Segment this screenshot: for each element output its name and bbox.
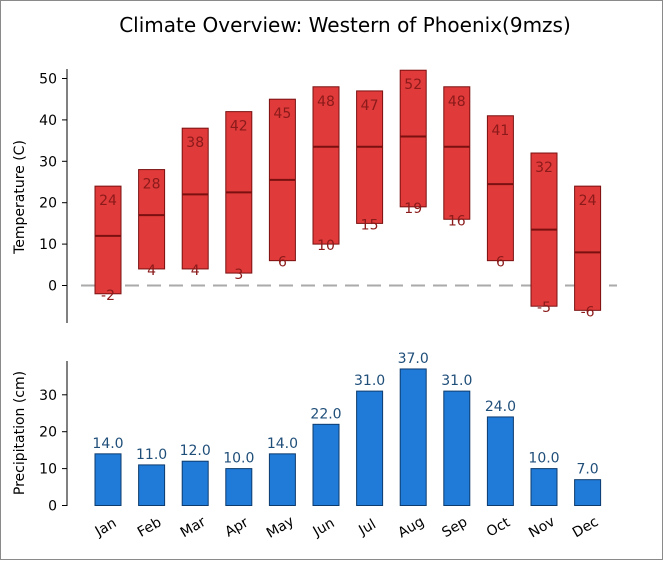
temperature-range-bar: [181, 127, 209, 270]
temperature-low-label: -5: [537, 300, 551, 316]
precipitation-value-label: 10.0: [223, 451, 254, 467]
temperature-low-label: -6: [581, 304, 595, 320]
temperature-range-bar: [356, 90, 384, 224]
precipitation-bar: [181, 460, 209, 506]
precipitation-value-label: 22.0: [310, 406, 341, 422]
temperature-high-label: 41: [491, 123, 509, 139]
precipitation-bar: [94, 453, 122, 506]
temperature-high-label: 24: [99, 193, 117, 209]
precipitation-bar: [530, 468, 558, 507]
month-tick-label: Apr: [222, 514, 251, 540]
precipitation-value-label: 31.0: [354, 373, 385, 389]
month-tick-label: Feb: [135, 514, 165, 540]
chart-title: Climate Overview: Western of Phoenix(9mz…: [119, 13, 571, 37]
temperature-axis-label: Temperature (C): [12, 140, 28, 255]
temperature-low-label: 19: [404, 201, 422, 217]
month-tick-label: Sep: [439, 514, 470, 541]
temperature-high-label: 47: [361, 98, 379, 114]
temperature-low-label: 16: [448, 213, 466, 229]
precipitation-bar: [574, 479, 602, 507]
precipitation-bar: [443, 390, 471, 506]
month-tick-label: Nov: [526, 514, 558, 542]
precipitation-bar: [312, 423, 340, 507]
temperature-range-bar: [312, 86, 340, 245]
temperature-range-bar: [574, 185, 602, 311]
temperature-y-tick-label: 0: [48, 279, 57, 295]
month-tick-label: Oct: [484, 514, 513, 540]
precipitation-value-label: 14.0: [267, 436, 298, 452]
temperature-high-label: 38: [186, 135, 204, 151]
month-tick-label: May: [264, 513, 297, 541]
temperature-y-tick-label: 10: [39, 237, 57, 253]
temperature-low-label: 4: [147, 263, 156, 279]
precipitation-y-tick-label: 30: [39, 388, 57, 404]
precipitation-value-label: 37.0: [398, 351, 429, 367]
precipitation-bar: [356, 390, 384, 506]
temperature-low-label: 3: [234, 267, 243, 283]
temperature-low-label: 10: [317, 238, 335, 254]
temperature-low-label: 4: [191, 263, 200, 279]
temperature-y-tick-label: 40: [39, 113, 57, 129]
temperature-low-label: -2: [101, 288, 115, 304]
month-tick-label: Aug: [395, 514, 427, 542]
temperature-range-bar: [486, 115, 514, 262]
precipitation-axis-label: Precipitation (cm): [12, 371, 28, 495]
precipitation-value-label: 24.0: [485, 399, 516, 415]
temperature-high-label: 28: [143, 177, 161, 193]
temperature-high-label: 42: [230, 119, 248, 135]
temperature-high-label: 48: [317, 94, 335, 110]
precipitation-y-tick-label: 20: [39, 425, 57, 441]
temperature-low-label: 15: [361, 217, 379, 233]
temperature-range-bar: [94, 185, 122, 295]
precipitation-bar: [268, 453, 296, 506]
month-tick-label: Mar: [178, 514, 209, 541]
precipitation-panel: 0 10 20 30 14.0 Jan 11.0 Feb 12.0 Mar 10.0 Apr 14.0 M…: [39, 351, 601, 542]
temperature-y-tick-label: 30: [39, 154, 57, 170]
month-tick-label: Dec: [570, 514, 601, 541]
temperature-high-label: 45: [273, 106, 291, 122]
month-tick-label: Jul: [355, 516, 379, 539]
precipitation-value-label: 11.0: [136, 447, 167, 463]
temperature-y-tick-label: 50: [39, 72, 57, 88]
temperature-panel: 0 10 20 30 40 50 24 -2 28 4 38 4 42 3 45 6 48 10 47 15 52 19 4…: [39, 69, 617, 323]
precipitation-value-label: 14.0: [92, 436, 123, 452]
temperature-high-label: 32: [535, 160, 553, 176]
temperature-low-label: 6: [496, 255, 505, 271]
temperature-range-bar: [443, 86, 471, 220]
precipitation-bar: [225, 468, 253, 507]
precipitation-value-label: 10.0: [528, 451, 559, 467]
temperature-low-label: 6: [278, 255, 287, 271]
precipitation-bar: [486, 416, 514, 506]
precipitation-value-label: 12.0: [180, 443, 211, 459]
month-tick-label: Jan: [92, 515, 120, 540]
temperature-high-label: 24: [579, 193, 597, 209]
temperature-high-label: 48: [448, 94, 466, 110]
precipitation-value-label: 7.0: [576, 462, 598, 478]
precipitation-bar: [399, 368, 427, 506]
temperature-y-tick-label: 20: [39, 196, 57, 212]
temperature-high-label: 52: [404, 77, 422, 93]
temperature-range-bar: [399, 69, 427, 208]
temperature-range-bar: [138, 169, 166, 270]
precipitation-y-tick-label: 0: [48, 499, 57, 515]
precipitation-value-label: 31.0: [441, 373, 472, 389]
precipitation-y-tick-label: 10: [39, 462, 57, 478]
month-tick-label: Jun: [310, 515, 338, 540]
precipitation-bar: [138, 464, 166, 507]
